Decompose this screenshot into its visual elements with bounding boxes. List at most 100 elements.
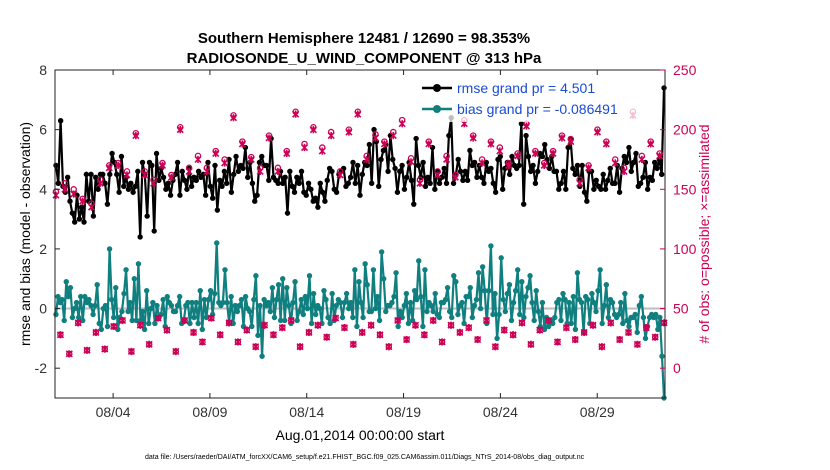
rmse-point bbox=[235, 168, 242, 175]
bias-point bbox=[545, 323, 552, 330]
rmse-point bbox=[354, 162, 361, 169]
rmse-point bbox=[492, 189, 499, 195]
assimilated-obs-point bbox=[553, 338, 562, 346]
rmse-point bbox=[528, 168, 534, 175]
bias-point bbox=[541, 326, 548, 333]
rmse-point bbox=[188, 183, 195, 189]
bias-point bbox=[622, 290, 628, 297]
rmse-point bbox=[296, 180, 302, 187]
bias-point bbox=[593, 308, 599, 315]
rmse-point bbox=[644, 186, 651, 192]
chart-subtitle: RADIOSONDE_U_WIND_COMPONENT @ 313 hPa bbox=[187, 50, 542, 67]
bias-point bbox=[488, 243, 494, 249]
bias-point bbox=[436, 314, 443, 321]
bias-point bbox=[193, 299, 199, 306]
bias-point bbox=[284, 284, 290, 291]
bias-point bbox=[220, 299, 226, 306]
bias-point bbox=[113, 284, 119, 291]
assimilated-obs-point bbox=[127, 347, 135, 356]
assimilated-obs-point bbox=[150, 179, 158, 187]
rmse-point bbox=[605, 177, 611, 184]
bias-point bbox=[195, 320, 201, 327]
assimilated-obs-point bbox=[429, 316, 437, 325]
assimilated-obs-point bbox=[509, 331, 517, 339]
assimilated-obs-point bbox=[336, 171, 344, 179]
assimilated-obs-point bbox=[274, 167, 282, 175]
bias-point bbox=[618, 299, 624, 306]
bias-point bbox=[640, 314, 647, 321]
assimilated-obs-point bbox=[300, 143, 309, 152]
bias-point bbox=[290, 299, 296, 306]
rmse-point bbox=[471, 159, 478, 166]
assimilated-obs-point bbox=[136, 321, 144, 329]
assimilated-obs-point bbox=[549, 149, 557, 158]
bias-point bbox=[321, 287, 327, 294]
rmse-point bbox=[90, 213, 97, 219]
bias-point bbox=[498, 255, 504, 261]
x-tick-label: 08/04 bbox=[96, 404, 131, 420]
legend-bias-label: bias grand pr = -0.086491 bbox=[457, 101, 618, 117]
bias-point bbox=[512, 287, 519, 294]
bias-point bbox=[67, 284, 74, 291]
rmse-point bbox=[83, 171, 90, 178]
bias-point bbox=[455, 311, 461, 318]
bias-point bbox=[444, 284, 451, 291]
rmse-point bbox=[347, 174, 354, 181]
assimilated-obs-point bbox=[283, 149, 291, 158]
bias-point bbox=[298, 296, 304, 303]
bias-point bbox=[362, 261, 368, 267]
bias-point bbox=[585, 296, 591, 303]
bias-point bbox=[172, 308, 179, 315]
rmse-point bbox=[114, 171, 120, 178]
bias-point bbox=[395, 323, 401, 330]
rmse-point bbox=[128, 180, 134, 187]
rmse-point bbox=[593, 177, 599, 184]
bias-point bbox=[659, 353, 665, 359]
rmse-point bbox=[616, 189, 623, 195]
bias-point bbox=[234, 308, 241, 315]
assimilated-obs-point bbox=[474, 335, 482, 344]
bias-point bbox=[642, 335, 649, 342]
bias-point bbox=[201, 296, 208, 303]
plot-area bbox=[55, 70, 665, 398]
assimilated-obs-point bbox=[61, 185, 69, 193]
bias-point bbox=[601, 302, 607, 309]
assimilated-obs-point bbox=[403, 335, 411, 344]
bias-point bbox=[205, 296, 212, 303]
bias-point bbox=[461, 320, 467, 327]
rmse-point bbox=[392, 165, 398, 172]
assimilated-obs-point bbox=[314, 321, 322, 329]
bias-point bbox=[399, 314, 405, 321]
assimilated-obs-point bbox=[660, 319, 668, 327]
assimilated-obs-point bbox=[420, 331, 428, 339]
bias-point bbox=[78, 293, 84, 300]
bias-point bbox=[494, 335, 500, 342]
bias-point bbox=[560, 290, 566, 297]
bias-point bbox=[634, 329, 640, 336]
bias-point bbox=[595, 287, 601, 294]
assimilated-obs-point bbox=[442, 155, 451, 164]
rmse-point bbox=[53, 162, 59, 169]
rmse-point bbox=[284, 210, 291, 216]
bias-point bbox=[310, 290, 317, 297]
bias-point bbox=[273, 296, 280, 303]
rmse-point bbox=[478, 174, 485, 181]
assimilated-obs-point bbox=[247, 155, 255, 164]
assimilated-obs-point bbox=[536, 326, 544, 334]
bias-point bbox=[143, 287, 150, 294]
bias-point bbox=[224, 299, 230, 306]
rmse-point bbox=[530, 162, 536, 169]
assimilated-obs-point bbox=[447, 321, 455, 329]
bias-point bbox=[251, 296, 257, 303]
bias-point bbox=[350, 314, 356, 321]
rmse-point bbox=[446, 132, 452, 139]
bias-point bbox=[589, 290, 595, 297]
bias-point bbox=[131, 276, 137, 282]
bias-point bbox=[529, 299, 535, 306]
bias-point bbox=[139, 308, 146, 315]
bias-point bbox=[430, 308, 436, 315]
bias-point bbox=[148, 305, 154, 312]
assimilated-obs-point bbox=[185, 167, 193, 175]
bias-point bbox=[275, 281, 282, 288]
bias-point bbox=[110, 314, 117, 321]
